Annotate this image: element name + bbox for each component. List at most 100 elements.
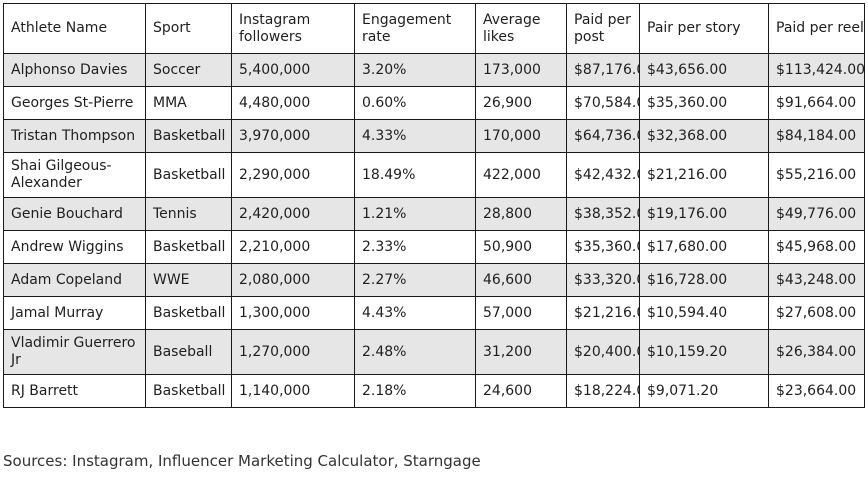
table-row: Andrew Wiggins Basketball 2,210,000 2.33% 50… <box>3 230 865 264</box>
cell-instagram-followers: 4,480,000 <box>231 86 355 120</box>
cell-sport: Basketball <box>145 296 232 330</box>
cell-average-likes: 170,000 <box>475 119 567 153</box>
cell-athlete-name: RJ Barrett <box>3 374 146 408</box>
header-paid-per-post: Paid per post <box>566 3 640 54</box>
cell-average-likes: 57,000 <box>475 296 567 330</box>
table-row: Vladimir Guerrero Jr Baseball 1,270,000 2.4… <box>3 329 865 375</box>
cell-engagement-rate: 4.33% <box>354 119 476 153</box>
cell-athlete-name: Vladimir Guerrero Jr <box>3 329 146 375</box>
cell-pair-per-story: $43,656.00 <box>639 53 769 87</box>
header-sport: Sport <box>145 3 232 54</box>
cell-paid-per-reel: $23,664.00 <box>768 374 865 408</box>
cell-athlete-name: Shai Gilgeous-Alexander <box>3 152 146 198</box>
cell-sport: Basketball <box>145 152 232 198</box>
cell-average-likes: 26,900 <box>475 86 567 120</box>
table-header-row: Athlete Name Sport Instagram followers E… <box>3 3 865 54</box>
athlete-earnings-table-container: Athlete Name Sport Instagram followers E… <box>3 3 865 408</box>
cell-sport: Tennis <box>145 197 232 231</box>
cell-instagram-followers: 1,140,000 <box>231 374 355 408</box>
cell-pair-per-story: $17,680.00 <box>639 230 769 264</box>
cell-average-likes: 173,000 <box>475 53 567 87</box>
cell-average-likes: 422,000 <box>475 152 567 198</box>
cell-engagement-rate: 2.18% <box>354 374 476 408</box>
cell-instagram-followers: 3,970,000 <box>231 119 355 153</box>
cell-average-likes: 28,800 <box>475 197 567 231</box>
header-paid-per-reel: Paid per reel <box>768 3 865 54</box>
cell-paid-per-post: $42,432.00 <box>566 152 640 198</box>
cell-instagram-followers: 2,210,000 <box>231 230 355 264</box>
cell-instagram-followers: 1,270,000 <box>231 329 355 375</box>
cell-average-likes: 46,600 <box>475 263 567 297</box>
sources-note: Sources: Instagram, Influencer Marketing… <box>3 452 481 470</box>
cell-pair-per-story: $21,216.00 <box>639 152 769 198</box>
cell-pair-per-story: $19,176.00 <box>639 197 769 231</box>
cell-paid-per-post: $20,400.00 <box>566 329 640 375</box>
table-row: Tristan Thompson Basketball 3,970,000 4.33%… <box>3 119 865 153</box>
cell-paid-per-post: $87,176.00 <box>566 53 640 87</box>
cell-instagram-followers: 5,400,000 <box>231 53 355 87</box>
cell-instagram-followers: 2,420,000 <box>231 197 355 231</box>
cell-paid-per-reel: $26,384.00 <box>768 329 865 375</box>
cell-paid-per-post: $21,216.00 <box>566 296 640 330</box>
cell-paid-per-post: $18,224.00 <box>566 374 640 408</box>
header-instagram-followers: Instagram followers <box>231 3 355 54</box>
cell-paid-per-reel: $113,424.00 <box>768 53 865 87</box>
cell-engagement-rate: 18.49% <box>354 152 476 198</box>
header-average-likes: Average likes <box>475 3 567 54</box>
table-row: RJ Barrett Basketball 1,140,000 2.18% 24,600… <box>3 374 865 408</box>
cell-paid-per-post: $38,352.00 <box>566 197 640 231</box>
table-row: Alphonso Davies Soccer 5,400,000 3.20% 173,0… <box>3 53 865 87</box>
cell-sport: Baseball <box>145 329 232 375</box>
cell-paid-per-reel: $84,184.00 <box>768 119 865 153</box>
cell-sport: Basketball <box>145 119 232 153</box>
cell-paid-per-reel: $27,608.00 <box>768 296 865 330</box>
cell-instagram-followers: 2,080,000 <box>231 263 355 297</box>
cell-paid-per-reel: $55,216.00 <box>768 152 865 198</box>
cell-athlete-name: Adam Copeland <box>3 263 146 297</box>
cell-pair-per-story: $16,728.00 <box>639 263 769 297</box>
cell-sport: WWE <box>145 263 232 297</box>
table-row: Adam Copeland WWE 2,080,000 2.27% 46,600 $33,… <box>3 263 865 297</box>
cell-sport: Basketball <box>145 230 232 264</box>
cell-engagement-rate: 2.48% <box>354 329 476 375</box>
header-engagement-rate: Engagement rate <box>354 3 476 54</box>
cell-paid-per-post: $64,736.00 <box>566 119 640 153</box>
cell-paid-per-reel: $49,776.00 <box>768 197 865 231</box>
cell-paid-per-reel: $91,664.00 <box>768 86 865 120</box>
cell-pair-per-story: $35,360.00 <box>639 86 769 120</box>
cell-instagram-followers: 2,290,000 <box>231 152 355 198</box>
cell-paid-per-post: $35,360.00 <box>566 230 640 264</box>
cell-engagement-rate: 3.20% <box>354 53 476 87</box>
table-row: Genie Bouchard Tennis 2,420,000 1.21% 28,800… <box>3 197 865 231</box>
cell-athlete-name: Alphonso Davies <box>3 53 146 87</box>
cell-athlete-name: Jamal Murray <box>3 296 146 330</box>
cell-sport: MMA <box>145 86 232 120</box>
cell-engagement-rate: 0.60% <box>354 86 476 120</box>
cell-engagement-rate: 1.21% <box>354 197 476 231</box>
header-athlete-name: Athlete Name <box>3 3 146 54</box>
cell-athlete-name: Georges St-Pierre <box>3 86 146 120</box>
table-row: Jamal Murray Basketball 1,300,000 4.43% 57,0… <box>3 296 865 330</box>
cell-engagement-rate: 4.43% <box>354 296 476 330</box>
cell-paid-per-reel: $43,248.00 <box>768 263 865 297</box>
cell-average-likes: 31,200 <box>475 329 567 375</box>
cell-pair-per-story: $9,071.20 <box>639 374 769 408</box>
cell-engagement-rate: 2.33% <box>354 230 476 264</box>
cell-pair-per-story: $32,368.00 <box>639 119 769 153</box>
cell-sport: Basketball <box>145 374 232 408</box>
table-row: Shai Gilgeous-Alexander Basketball 2,290,0… <box>3 152 865 198</box>
cell-athlete-name: Tristan Thompson <box>3 119 146 153</box>
cell-pair-per-story: $10,594.40 <box>639 296 769 330</box>
cell-athlete-name: Genie Bouchard <box>3 197 146 231</box>
cell-average-likes: 24,600 <box>475 374 567 408</box>
cell-engagement-rate: 2.27% <box>354 263 476 297</box>
table-row: Georges St-Pierre MMA 4,480,000 0.60% 26,900… <box>3 86 865 120</box>
cell-sport: Soccer <box>145 53 232 87</box>
header-pair-per-story: Pair per story <box>639 3 769 54</box>
athlete-earnings-table: Athlete Name Sport Instagram followers E… <box>3 3 865 408</box>
cell-paid-per-post: $33,320.00 <box>566 263 640 297</box>
table-body: Alphonso Davies Soccer 5,400,000 3.20% 173,0… <box>3 53 865 408</box>
cell-paid-per-post: $70,584.00 <box>566 86 640 120</box>
cell-instagram-followers: 1,300,000 <box>231 296 355 330</box>
cell-average-likes: 50,900 <box>475 230 567 264</box>
